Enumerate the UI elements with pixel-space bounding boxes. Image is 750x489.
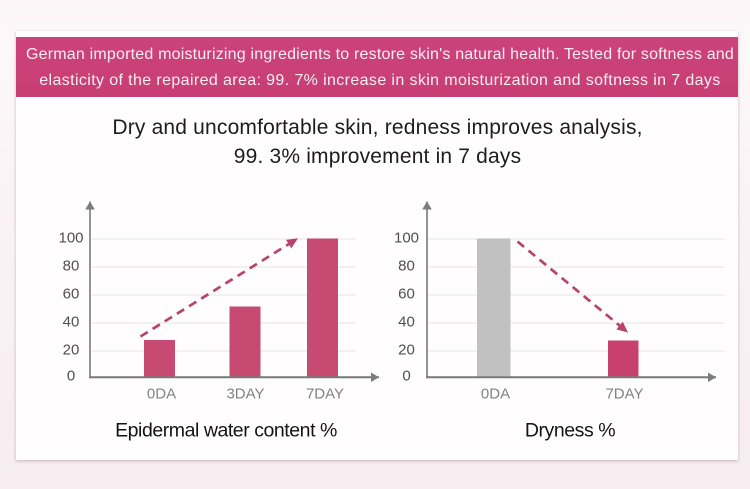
svg-text:80: 80 (63, 257, 80, 274)
svg-text:20: 20 (398, 341, 415, 358)
svg-text:0DA: 0DA (147, 386, 176, 403)
svg-text:7DAY: 7DAY (306, 386, 344, 403)
svg-text:20: 20 (63, 341, 80, 358)
svg-text:100: 100 (58, 229, 83, 246)
svg-text:0: 0 (402, 367, 410, 384)
svg-text:80: 80 (398, 257, 415, 274)
svg-text:40: 40 (63, 313, 80, 330)
svg-text:100: 100 (394, 229, 419, 246)
svg-text:0DA: 0DA (481, 386, 510, 403)
svg-text:60: 60 (63, 285, 80, 302)
svg-text:3DAY: 3DAY (226, 386, 264, 403)
svg-text:40: 40 (398, 313, 415, 330)
svg-text:60: 60 (398, 285, 415, 302)
svg-text:0: 0 (67, 367, 75, 384)
svg-text:7DAY: 7DAY (605, 386, 643, 403)
